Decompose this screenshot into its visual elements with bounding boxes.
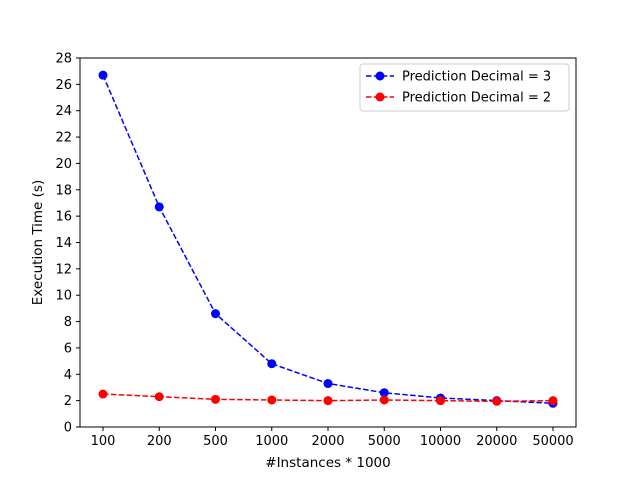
x-tick-label: 1000	[255, 434, 288, 449]
x-tick-label: 10000	[420, 434, 461, 449]
data-point	[98, 70, 108, 80]
y-tick-label: 6	[64, 341, 72, 356]
y-tick-label: 10	[55, 289, 72, 304]
y-tick-label: 26	[55, 78, 72, 93]
x-axis: 100 200 500 1000 2000 5000 10000 20000 50000	[91, 427, 574, 449]
data-point	[379, 388, 389, 398]
series-line	[102, 74, 554, 405]
series-2	[98, 389, 558, 406]
data-point	[323, 379, 333, 389]
y-tick-label: 22	[55, 131, 72, 146]
y-tick-label: 8	[64, 315, 72, 330]
x-tick-label: 100	[91, 434, 116, 449]
y-tick-label: 20	[55, 157, 72, 172]
y-tick-label: 2	[64, 394, 72, 409]
y-tick-label: 4	[64, 368, 72, 383]
data-point	[323, 396, 333, 406]
x-tick-label: 2000	[311, 434, 344, 449]
y-tick-label: 16	[55, 210, 72, 225]
x-tick-label: 50000	[532, 434, 573, 449]
y-tick-label: 0	[64, 421, 72, 436]
legend: Prediction Decimal = 3 Prediction Decimal…	[359, 63, 570, 112]
x-tick-label: 5000	[368, 434, 401, 449]
plot-frame	[79, 57, 577, 428]
y-axis-label: Execution Time (s)	[30, 180, 46, 305]
data-point	[548, 396, 558, 406]
series-layer	[98, 70, 558, 408]
legend-label: Prediction Decimal = 3	[402, 70, 551, 85]
legend-box	[359, 63, 570, 112]
x-tick-label: 200	[147, 434, 172, 449]
x-axis-label: #Instances * 1000	[265, 455, 390, 471]
y-tick-label: 28	[55, 52, 72, 67]
data-point	[154, 202, 164, 212]
legend-item: Prediction Decimal = 2	[366, 91, 551, 106]
data-point	[154, 392, 164, 402]
y-tick-label: 12	[55, 262, 72, 277]
data-point	[436, 396, 445, 406]
data-point	[379, 395, 389, 405]
y-tick-label: 18	[55, 183, 72, 198]
y-tick-label: 14	[55, 236, 72, 251]
data-point	[267, 359, 277, 369]
legend-label: Prediction Decimal = 2	[402, 91, 551, 106]
data-point	[211, 309, 220, 319]
legend-item: Prediction Decimal = 3	[366, 70, 551, 85]
data-point	[98, 389, 108, 399]
y-tick-label: 24	[55, 104, 72, 119]
legend-marker	[375, 92, 385, 102]
data-point	[492, 396, 502, 406]
x-tick-label: 500	[203, 434, 228, 449]
data-point	[267, 395, 277, 405]
legend-marker	[375, 71, 385, 81]
x-tick-label: 20000	[476, 434, 517, 449]
series-1	[98, 70, 558, 408]
data-point	[211, 394, 220, 404]
